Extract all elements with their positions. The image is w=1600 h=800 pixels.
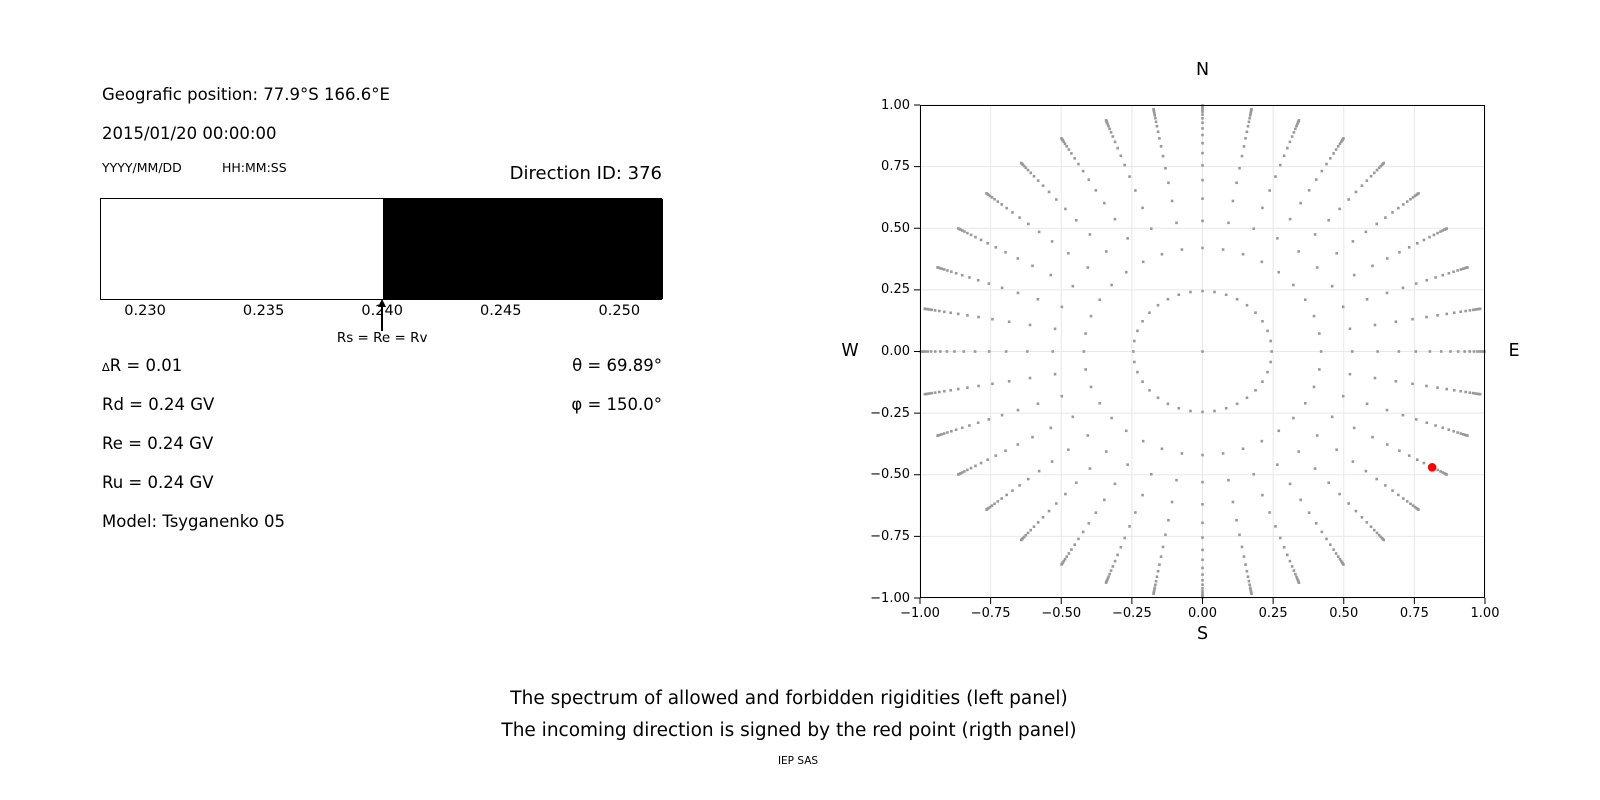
rigidity-tick-label: 0.235 (242, 303, 285, 319)
phi-label: φ = 150.0° (571, 395, 662, 414)
x-tick-label: 0.00 (1188, 606, 1217, 621)
rd-label: Rd = 0.24 GV (102, 395, 215, 414)
rigidity-tick-label: 0.230 (124, 303, 166, 319)
rigidity-tick-label: 0.250 (598, 303, 641, 319)
y-tick-label: −1.00 (870, 590, 910, 606)
x-tick-label: −0.50 (1041, 606, 1082, 621)
credit-label: IEP SAS (777, 755, 819, 767)
x-tick-label: 0.75 (1399, 606, 1429, 621)
re-label: Re = 0.24 GV (102, 434, 214, 453)
direction-id-label: Direction ID: 376 (509, 163, 662, 184)
x-tick-label: −1.00 (900, 606, 940, 621)
rigidity-arrow-shaft (381, 305, 383, 331)
caption-line-2: The incoming direction is signed by the … (501, 720, 1077, 741)
time-format-label: HH:MM:SS (222, 160, 287, 175)
y-tick-label: 0.75 (881, 159, 910, 175)
compass-north-label: N (1195, 60, 1210, 80)
date-format-label: YYYY/MM/DD (102, 160, 182, 175)
x-tick-label: −0.25 (1111, 606, 1152, 621)
y-tick-label: −0.75 (870, 528, 910, 544)
direction-scatter-canvas (914, 104, 1486, 604)
rigidity-arrow-icon (377, 299, 386, 307)
y-tick-label: 0.25 (881, 282, 910, 298)
compass-south-label: S (1196, 624, 1209, 644)
delta-r-value: R = 0.01 (109, 356, 183, 375)
y-tick-label: 0.50 (881, 220, 910, 236)
model-label: Model: Tsyganenko 05 (102, 512, 286, 531)
y-tick-label: 0.00 (881, 344, 910, 359)
geographic-position-label: Geografic position: 77.9°S 166.6°E (102, 85, 390, 104)
theta-label: θ = 69.89° (572, 356, 662, 375)
x-tick-label: 0.25 (1258, 606, 1288, 621)
y-tick-label: −0.25 (870, 405, 910, 421)
x-tick-label: 0.50 (1329, 606, 1359, 621)
delta-r-label: ∆R = 0.01 (102, 356, 182, 377)
datetime-label: 2015/01/20 00:00:00 (102, 124, 277, 143)
x-tick-label: 1.00 (1470, 606, 1500, 621)
compass-east-label: E (1508, 341, 1520, 361)
y-tick-label: 1.00 (881, 97, 910, 113)
rigidity-spectrum-bar (100, 198, 663, 300)
ru-label: Ru = 0.24 GV (102, 473, 214, 492)
forbidden-region (383, 199, 663, 299)
caption-line-1: The spectrum of allowed and forbidden ri… (510, 688, 1068, 709)
direction-scatter-plot (914, 104, 1486, 604)
y-tick-label: −0.50 (870, 467, 910, 483)
rigidity-tick-label: 0.245 (479, 303, 522, 319)
x-tick-label: −0.75 (970, 606, 1011, 621)
rigidity-arrow-label: Rs = Re = Rv (336, 330, 428, 346)
delta-symbol: ∆ (102, 360, 110, 374)
incoming-direction-point (1427, 463, 1437, 472)
compass-west-label: W (841, 341, 859, 361)
